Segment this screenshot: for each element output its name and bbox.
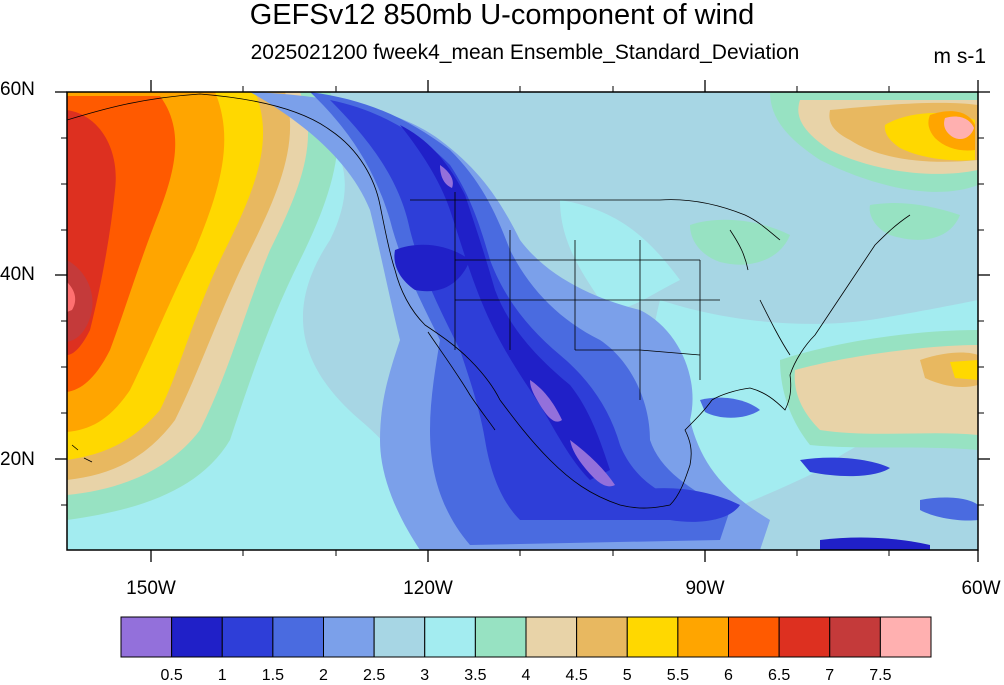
lat-label-40n: 40N bbox=[0, 264, 35, 285]
colorbar-label: 3.5 bbox=[464, 667, 487, 684]
colorbar-swatch bbox=[677, 616, 729, 658]
colorbar-swatch bbox=[474, 616, 527, 658]
colorbar-swatch bbox=[879, 616, 932, 658]
colorbar-swatch bbox=[272, 616, 324, 658]
colorbar-swatch bbox=[171, 616, 223, 658]
colorbar-swatch bbox=[576, 616, 628, 658]
colorbar-swatch bbox=[778, 616, 831, 658]
colorbar-label: 1.5 bbox=[261, 667, 284, 684]
lon-label-60w: 60W bbox=[961, 578, 1001, 599]
colorbar-label: 3 bbox=[420, 667, 430, 684]
axis-ticks bbox=[55, 80, 990, 562]
chart-subtitle: 2025021200 fweek4_mean Ensemble_Standard… bbox=[250, 41, 800, 64]
colorbar bbox=[120, 616, 932, 658]
colorbar-label: 6 bbox=[724, 667, 733, 684]
coastlines bbox=[67, 93, 911, 509]
colorbar-label: 4.5 bbox=[565, 667, 588, 684]
minor-ticks bbox=[61, 86, 984, 556]
lat-label-20n: 20N bbox=[0, 449, 35, 470]
colorbar-label: 2 bbox=[319, 667, 328, 684]
colorbar-swatch bbox=[424, 616, 476, 658]
colorbar-swatch bbox=[829, 616, 881, 658]
chart-title: GEFSv12 850mb U-component of wind bbox=[249, 0, 755, 31]
colorbar-swatch bbox=[323, 616, 375, 658]
colorbar-swatch bbox=[373, 616, 426, 658]
colorbar-label: 7 bbox=[825, 667, 835, 684]
colorbar-label: 4 bbox=[521, 667, 531, 684]
colorbar-label: 0.5 bbox=[160, 667, 183, 684]
colorbar-label: 2.5 bbox=[363, 667, 386, 684]
colorbar-label: 5 bbox=[622, 667, 632, 684]
units-label: m s-1 bbox=[933, 45, 987, 68]
colorbar-swatch bbox=[120, 616, 173, 658]
colorbar-swatch bbox=[728, 616, 780, 658]
lat-label-60n: 60N bbox=[0, 79, 35, 100]
lon-label-120w: 120W bbox=[403, 578, 453, 599]
colorbar-swatch bbox=[525, 616, 578, 658]
colorbar-label: 5.5 bbox=[666, 667, 689, 684]
colorbar-label: 7.5 bbox=[869, 667, 892, 684]
colorbar-swatch bbox=[221, 616, 274, 658]
wind-std-map bbox=[55, 80, 990, 562]
contour-field bbox=[67, 92, 978, 550]
colorbar-label: 6.5 bbox=[768, 667, 791, 684]
lon-label-150w: 150W bbox=[126, 578, 176, 599]
colorbar-label: 1 bbox=[217, 667, 227, 684]
lon-label-90w: 90W bbox=[685, 578, 725, 599]
colorbar-swatch bbox=[626, 616, 679, 658]
